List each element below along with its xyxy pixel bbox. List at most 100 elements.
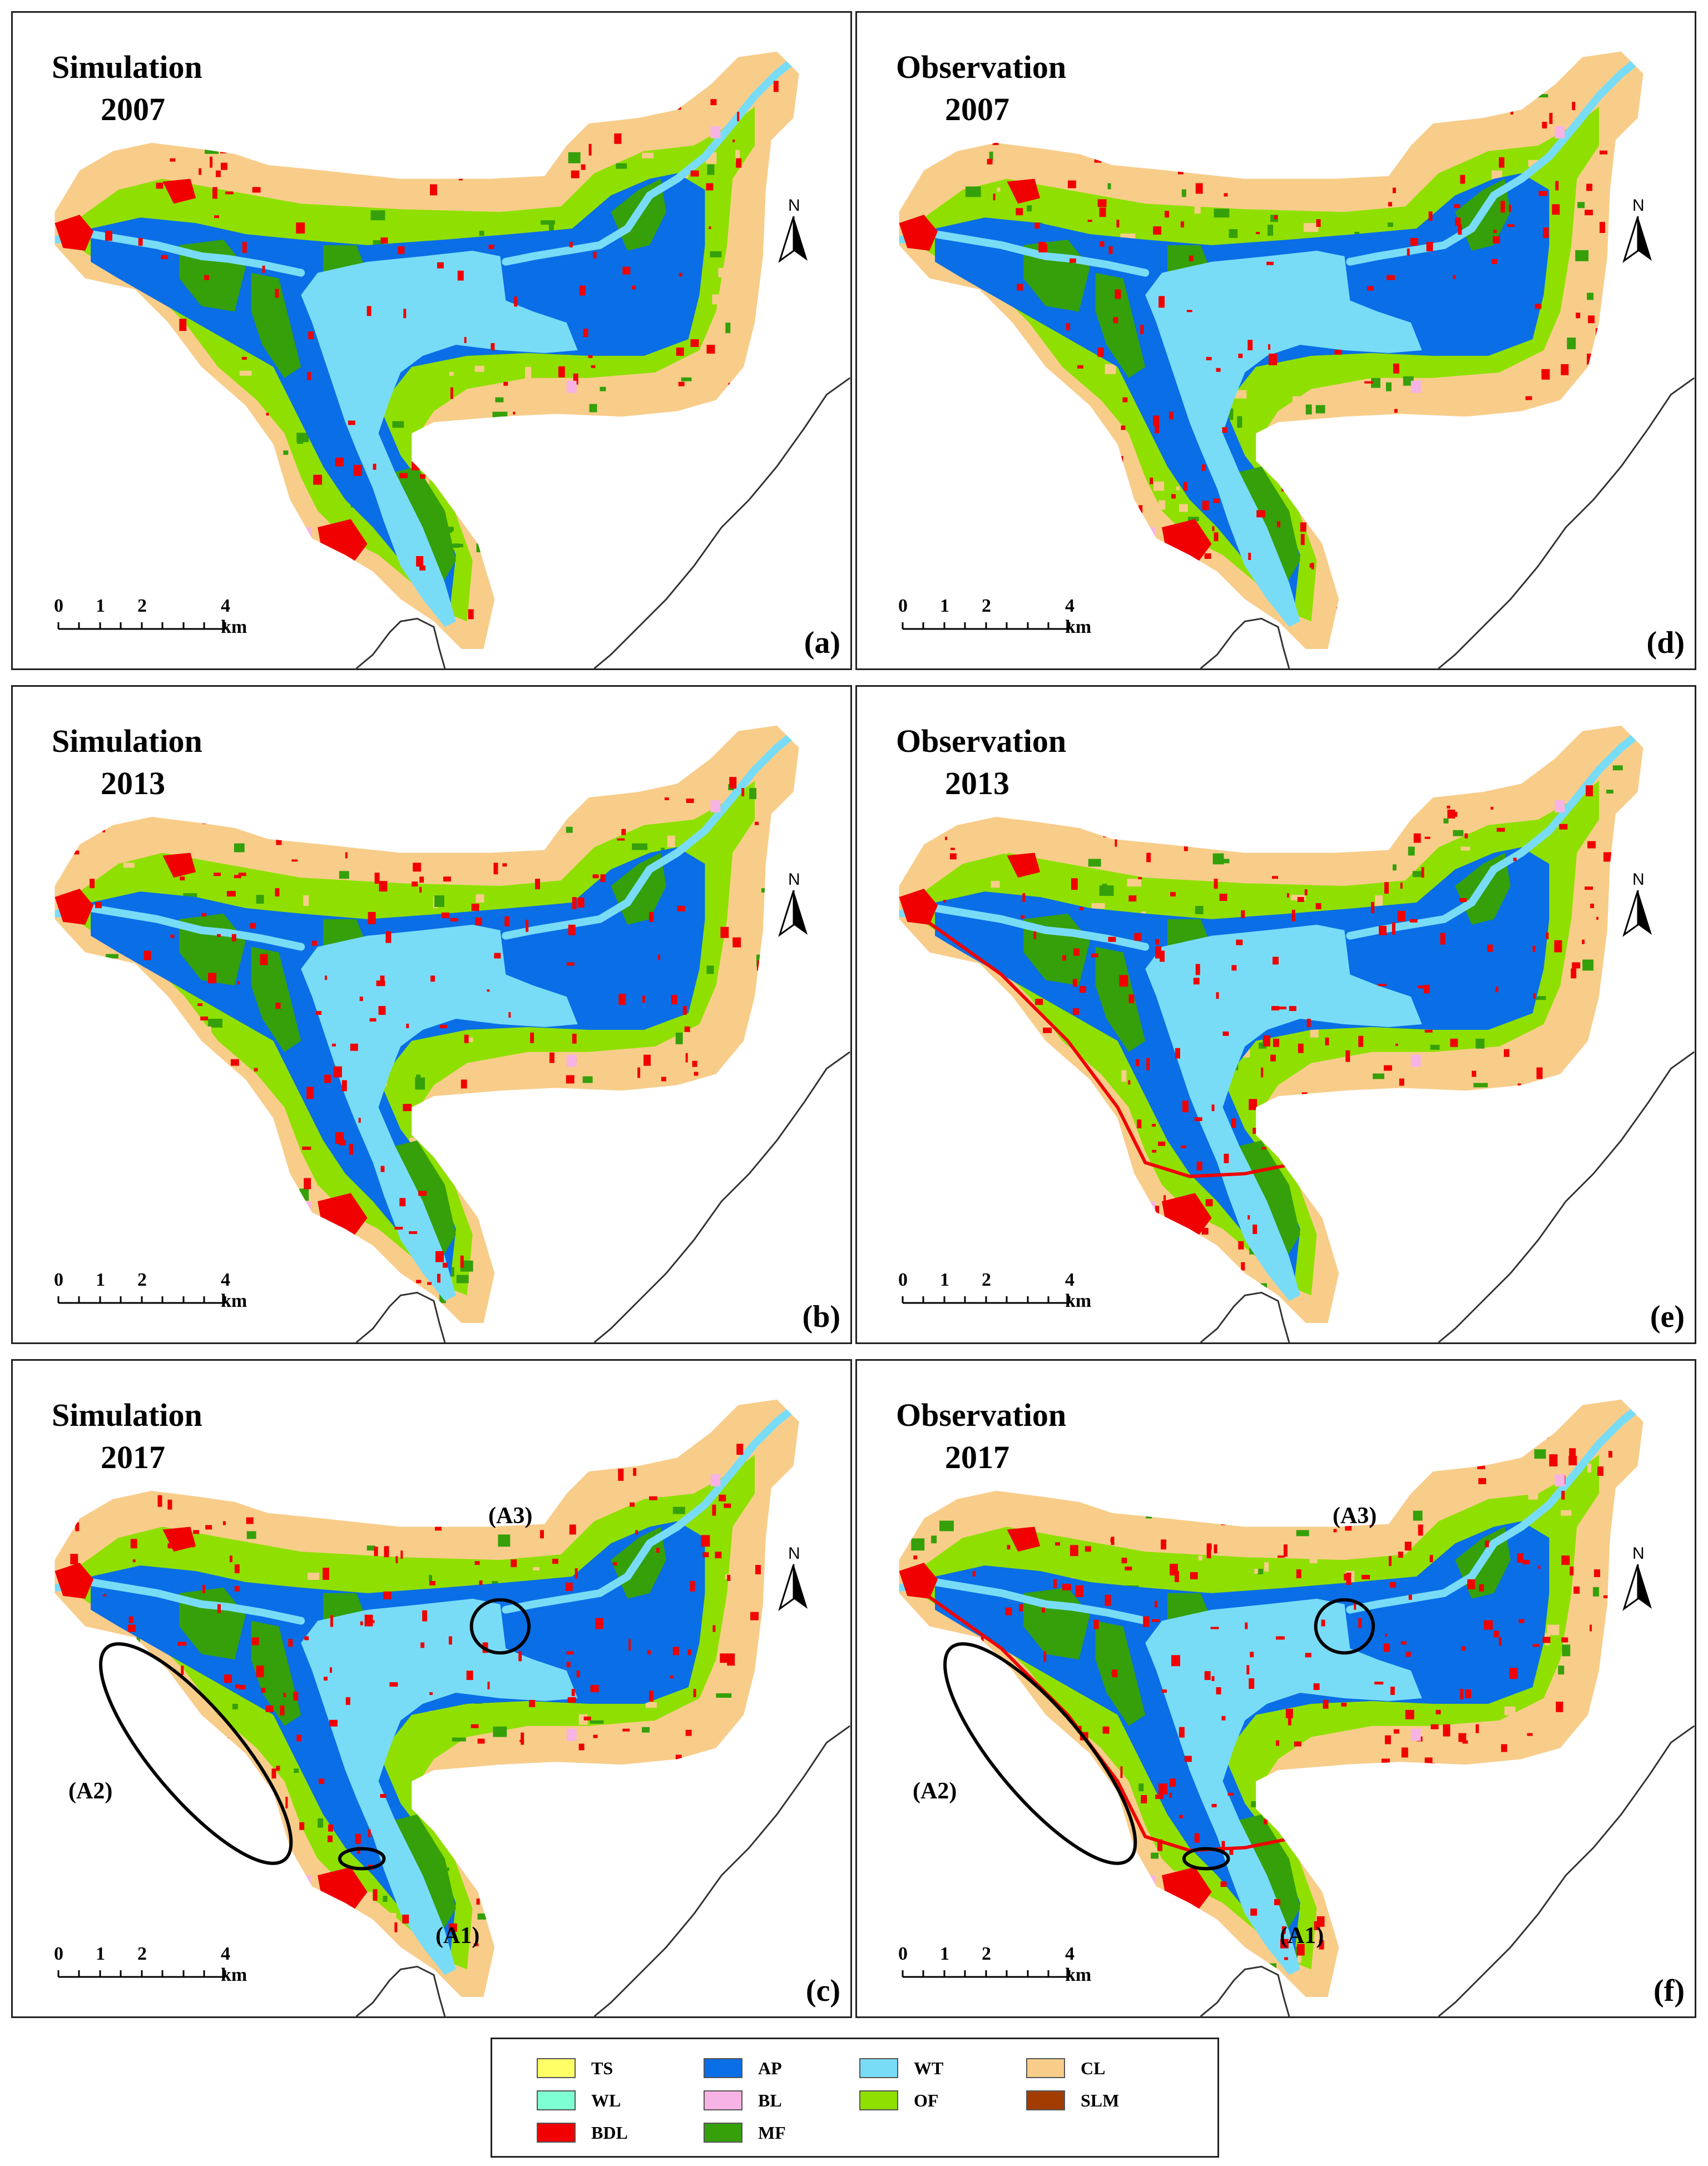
built-up-patch [1476,1245,1480,1251]
land-patch [479,231,484,236]
land-patch [977,1877,987,1883]
land-patch [544,552,555,563]
land-patch [221,1778,231,1782]
built-up-patch [360,1621,363,1625]
scale-tick-label: 0 [54,1270,63,1290]
built-up-patch [133,1927,143,1934]
built-up-patch [197,1003,203,1007]
built-up-patch [959,1668,962,1677]
built-up-patch [1115,839,1117,847]
north-arrow-icon: N [777,870,816,943]
built-up-patch [1306,1018,1311,1027]
built-up-patch [250,923,256,929]
built-up-patch [1273,1471,1279,1475]
land-patch [296,790,310,795]
built-up-patch [95,902,102,908]
land-patch [294,1768,299,1773]
built-up-patch [504,916,510,926]
built-up-patch [1304,889,1308,896]
land-patch [156,1015,164,1024]
built-up-patch [1021,543,1026,556]
built-up-patch [760,1634,765,1644]
land-patch [672,1506,685,1514]
built-up-patch [581,164,586,170]
built-up-patch [1323,1108,1328,1111]
built-up-patch [323,1282,331,1289]
built-up-patch [1368,559,1375,565]
built-up-patch [1281,479,1286,492]
built-up-patch [156,182,164,189]
legend-label: BL [758,2090,782,2110]
land-patch [58,1825,74,1833]
land-patch [566,826,573,833]
built-up-patch [429,1692,433,1695]
land-patch [907,1725,916,1736]
land-patch [1540,101,1544,111]
built-up-patch [1496,827,1505,832]
land-patch [1310,435,1324,448]
built-up-patch [1166,559,1175,570]
built-up-patch [757,960,765,971]
scale-tick-label: 1 [940,596,949,616]
built-up-patch [348,420,355,425]
built-up-patch [428,1479,435,1484]
land-patch [560,578,574,586]
legend-swatch [537,2058,576,2078]
land-patch [1456,607,1469,614]
built-up-patch [945,1208,951,1213]
built-up-patch [189,1930,192,1934]
land-patch [991,881,1000,888]
built-up-patch [614,133,622,144]
built-up-patch [1455,217,1461,226]
built-up-patch [1116,220,1120,228]
built-up-patch [1111,473,1115,478]
built-up-patch [1561,1637,1568,1643]
land-patch [527,1900,541,1909]
built-up-patch [177,1642,187,1646]
built-up-block [899,889,938,925]
land-patch [1296,1530,1309,1536]
built-up-patch [597,1939,601,1951]
built-up-patch [380,597,385,607]
built-up-patch [1019,1604,1023,1612]
built-up-patch [137,1058,142,1066]
built-up-patch [437,1273,440,1283]
built-up-patch [1152,1124,1156,1127]
built-up-patch [378,1006,386,1015]
land-patch [582,1076,593,1083]
land-patch [123,863,135,868]
built-up-patch [1393,363,1399,374]
built-up-patch [1592,1929,1600,1941]
built-up-patch [1443,1724,1450,1737]
built-up-patch [542,1135,551,1145]
built-up-patch [1325,1861,1333,1865]
cultivated-land-band [946,1421,1627,1782]
built-up-patch [1549,113,1553,124]
land-patch [591,1419,605,1432]
land-patch [905,146,919,154]
built-up-patch [486,87,494,93]
built-up-patch [419,565,426,571]
built-up-patch [1247,340,1253,350]
built-up-patch [1439,1218,1447,1227]
land-patch [74,811,85,817]
land-patch [1080,1821,1086,1827]
built-up-patch [635,1884,642,1891]
land-patch [130,364,136,374]
land-patch [1373,1073,1385,1079]
built-up-patch [471,904,479,911]
built-up-patch [262,265,265,273]
built-up-patch [732,139,735,142]
built-up-patch [1221,1516,1226,1525]
built-up-patch [1169,1273,1176,1277]
land-patch [384,1912,397,1923]
panel-label: (a) [804,626,840,660]
land-patch [117,1055,122,1067]
built-up-patch [1397,910,1405,921]
built-up-patch [420,1642,425,1648]
built-up-patch [235,1684,239,1689]
panel-title-main: Observation [896,723,1067,759]
built-up-patch [930,457,938,467]
cultivated-land-band [946,747,1627,1108]
